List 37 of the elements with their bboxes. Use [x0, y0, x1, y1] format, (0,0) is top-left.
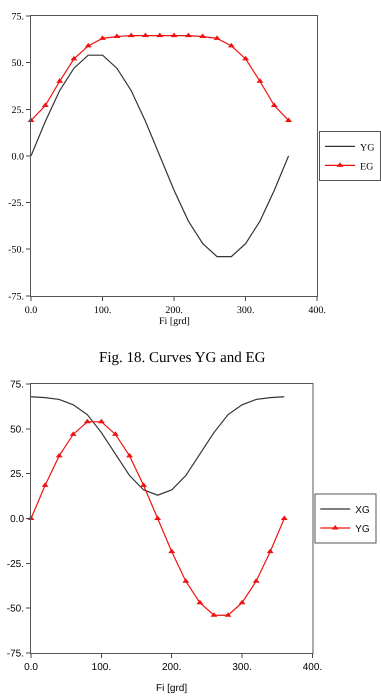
y-tick-label: -25.: [8, 198, 24, 210]
y-tick-label: 25.: [12, 104, 24, 116]
y-tick-label: -50.: [8, 244, 24, 256]
y-tick-label: 50.: [12, 58, 24, 70]
y-tick-label: 0.0: [10, 514, 24, 526]
line-series: [31, 396, 285, 496]
legend-label: XG: [355, 504, 370, 516]
x-tick-label: 300.: [232, 662, 252, 673]
y-tick-label: -25.: [6, 558, 24, 570]
x-axis-title: Fi [grd]: [159, 316, 190, 327]
x-tick-label: 200.: [162, 662, 182, 673]
line-series: [31, 54, 290, 258]
x-tick-label: 100.: [92, 662, 112, 673]
caption: Fig. 18. Curves YG and EG: [99, 350, 266, 366]
y-tick-label: 0.0: [12, 151, 24, 162]
x-tick-label: 300.: [236, 304, 254, 316]
x-tick-label: 0.0: [24, 662, 38, 673]
y-tick-label: -50.: [6, 604, 24, 615]
legend-label: YG: [360, 142, 374, 154]
point: [214, 35, 220, 40]
y-tick-label: -75.: [8, 291, 24, 302]
x-tick-label: 0.0: [24, 304, 38, 316]
point: [126, 452, 133, 458]
y-tick-label: 50.: [10, 424, 24, 436]
point: [142, 32, 149, 38]
x-tick-label: 100.: [94, 304, 112, 316]
x-tick-label: 200.: [165, 304, 183, 316]
y-tick-label: -75.: [6, 648, 24, 660]
x-tick-label: 400.: [308, 304, 326, 316]
x-axis-title: Fi [grd]: [156, 683, 188, 694]
legend-label: EG: [360, 161, 374, 172]
y-tick-label: 75.: [10, 380, 24, 391]
y-tick-label: 25.: [10, 469, 24, 480]
point: [224, 612, 232, 617]
x-tick-label: 400.: [302, 662, 322, 673]
y-tick-label: 75.: [12, 12, 24, 23]
legend-label: YG: [355, 524, 370, 535]
